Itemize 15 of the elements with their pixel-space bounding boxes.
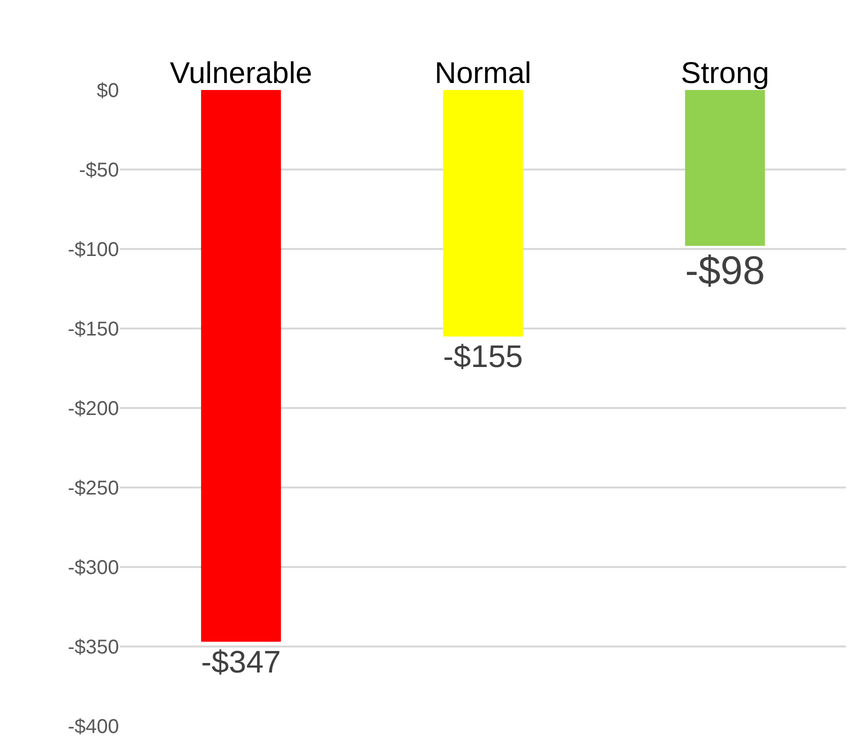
y-tick-label: $0 (96, 80, 119, 102)
x-tick-label: Vulnerable (170, 57, 312, 90)
data-label: -$155 (443, 339, 523, 374)
y-tick-label: -$300 (68, 557, 119, 579)
y-tick-label: -$50 (78, 160, 119, 182)
y-tick-label: -$100 (68, 239, 119, 261)
y-tick-label: -$350 (68, 636, 119, 658)
data-label: -$347 (201, 644, 281, 680)
y-tick-label: -$150 (68, 318, 119, 340)
data-label: -$98 (685, 249, 765, 294)
x-tick-label: Normal (434, 57, 532, 90)
y-tick-label: -$400 (68, 716, 119, 738)
y-tick-label: -$250 (68, 478, 119, 500)
x-tick-label: Strong (680, 57, 770, 90)
y-tick-label: -$200 (68, 398, 119, 420)
